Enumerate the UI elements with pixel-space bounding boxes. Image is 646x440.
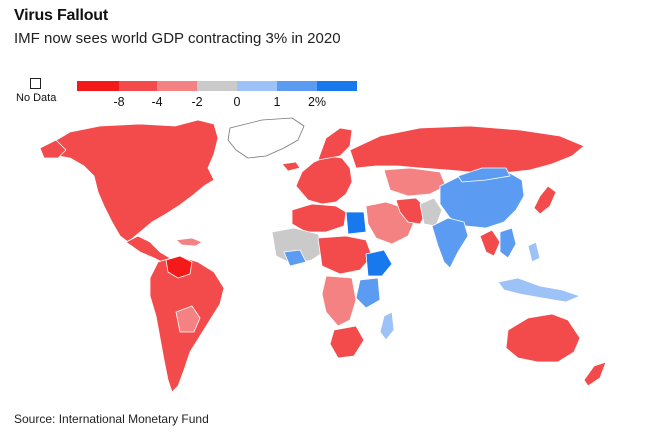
no-data-label: No Data <box>16 92 57 104</box>
region-central-america <box>125 235 171 265</box>
region-japan <box>533 185 557 215</box>
source-note: Source: International Monetary Fund <box>14 412 209 426</box>
legend-swatch <box>237 81 277 91</box>
region-venezuela <box>165 255 193 279</box>
legend-tick-label: 1 <box>273 95 281 109</box>
chart-title: Virus Fallout <box>14 7 109 24</box>
region-mongolia <box>457 167 511 183</box>
region-philippines <box>527 241 541 263</box>
region-madagascar <box>379 311 395 341</box>
legend-swatch <box>277 81 317 91</box>
world-map <box>39 117 607 393</box>
legend-swatch <box>119 81 157 91</box>
legend-swatch <box>77 81 119 91</box>
region-scandinavia <box>317 127 353 161</box>
region-north-africa <box>291 203 347 233</box>
region-bolivia <box>175 305 201 333</box>
region-south-africa <box>329 325 365 359</box>
region-alaska <box>39 139 67 159</box>
region-thailand <box>479 229 501 257</box>
region-caribbean <box>175 237 203 247</box>
region-southern-africa <box>321 275 357 327</box>
legend-tick-label: 0 <box>233 95 241 109</box>
legend-tick-label: -8 <box>113 95 125 109</box>
region-indonesia <box>497 277 581 303</box>
region-egypt <box>345 211 367 235</box>
legend-tick-label: 2% <box>307 95 327 109</box>
no-data-swatch <box>30 78 41 89</box>
region-north-america <box>47 119 219 243</box>
region-russia <box>349 125 585 175</box>
legend-tick-label: -4 <box>151 95 163 109</box>
region-ghana-ivorycoast <box>283 249 307 267</box>
region-india <box>431 217 469 269</box>
legend-swatch <box>157 81 197 91</box>
region-kenya-tanzania <box>355 277 381 309</box>
region-central-asia <box>383 167 447 197</box>
region-pakistan <box>419 197 443 227</box>
region-central-africa <box>317 235 373 275</box>
region-vietnam <box>499 227 517 259</box>
region-iceland <box>281 161 301 172</box>
legend-tick-label: -2 <box>191 95 203 109</box>
region-new-zealand <box>583 361 607 387</box>
legend-swatch <box>197 81 237 91</box>
region-greenland <box>227 117 305 159</box>
region-australia <box>505 313 581 363</box>
legend-swatch <box>317 81 357 91</box>
chart-subtitle: IMF now sees world GDP contracting 3% in… <box>14 30 341 47</box>
region-east-africa <box>365 249 393 277</box>
region-europe <box>295 155 353 205</box>
legend: No Data -8 -4 -2 0 1 2% <box>0 76 646 110</box>
